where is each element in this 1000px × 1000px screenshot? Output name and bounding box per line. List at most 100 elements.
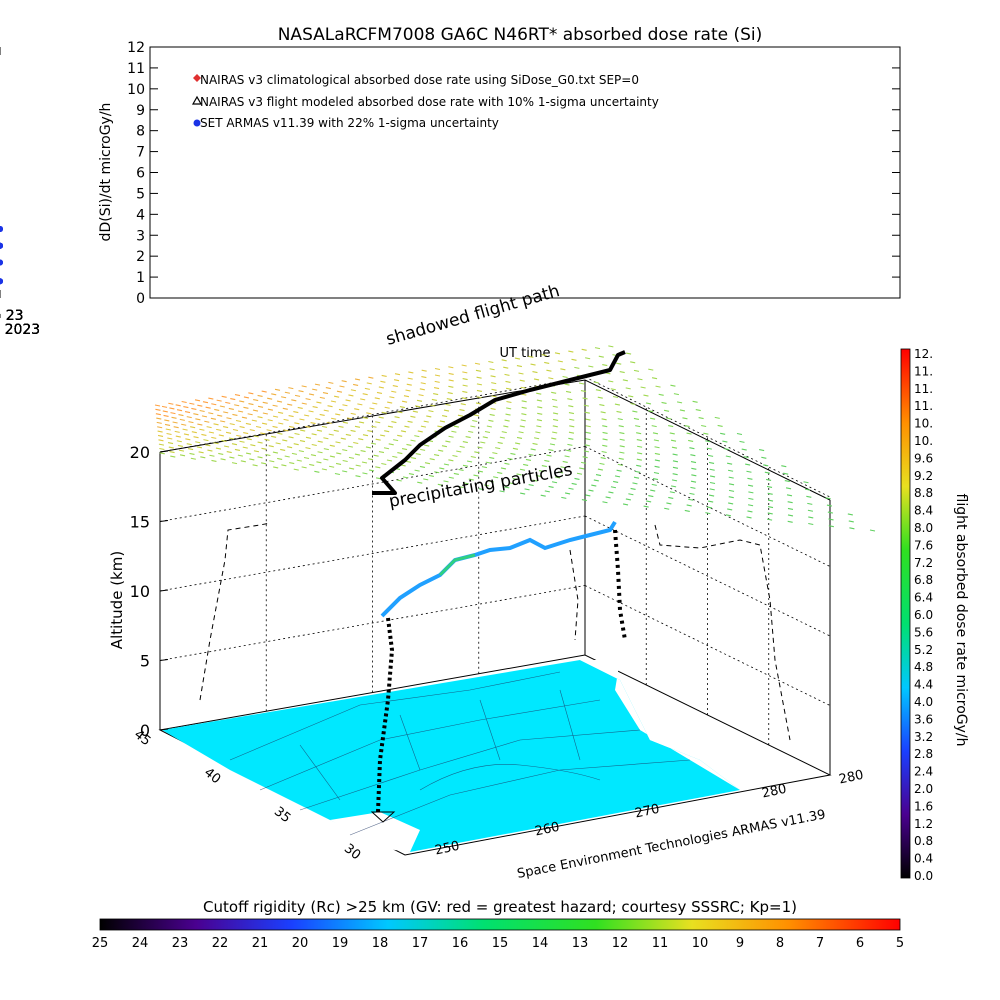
dose-rate-tick-label: 8.4 bbox=[914, 504, 933, 518]
particle-dash bbox=[477, 446, 483, 449]
particle-dash bbox=[407, 420, 413, 423]
dose-rate-tick-label: 10. bbox=[914, 434, 933, 448]
particle-dash bbox=[490, 375, 496, 378]
particle-dash bbox=[272, 415, 279, 418]
cutoff-rigidity-tick-label: 16 bbox=[452, 936, 469, 951]
grid-line-side bbox=[584, 376, 831, 498]
particle-dash bbox=[264, 438, 270, 441]
particle-dash bbox=[446, 398, 452, 401]
particle-dash bbox=[179, 418, 185, 421]
particle-dash bbox=[551, 437, 557, 440]
particle-dash bbox=[568, 412, 575, 415]
particle-dash bbox=[582, 397, 588, 400]
particle-dash bbox=[646, 500, 652, 503]
particle-dash bbox=[388, 443, 394, 446]
particle-dash bbox=[552, 418, 559, 422]
x-tick-label-date: Feb 23 bbox=[0, 308, 24, 324]
particle-dash bbox=[568, 437, 574, 440]
particle-dash bbox=[434, 380, 440, 383]
particle-dash bbox=[336, 390, 343, 393]
particle-dash bbox=[157, 430, 163, 433]
particle-dash bbox=[637, 378, 643, 381]
particle-dash bbox=[216, 428, 222, 431]
particle-dash bbox=[564, 383, 570, 386]
particle-dash bbox=[747, 484, 754, 487]
particle-dash bbox=[552, 405, 558, 408]
particle-dash bbox=[294, 432, 300, 436]
particle-dash bbox=[223, 426, 229, 429]
particle-dash bbox=[234, 404, 240, 407]
x-tick-label-date: Feb 23 bbox=[0, 308, 24, 324]
particle-dash bbox=[381, 411, 387, 414]
particle-dash bbox=[519, 425, 525, 428]
particle-dash bbox=[304, 414, 310, 417]
particle-dash bbox=[211, 459, 217, 462]
particle-dash bbox=[459, 408, 465, 412]
particle-dash bbox=[727, 508, 733, 511]
particle-dash bbox=[204, 420, 210, 423]
particle-dash bbox=[202, 401, 209, 404]
particle-dash bbox=[643, 394, 649, 397]
dose-rate-tick-label: 5.6 bbox=[914, 625, 933, 639]
particle-dash bbox=[746, 516, 752, 519]
particle-dash bbox=[215, 447, 222, 450]
particle-dash bbox=[567, 443, 573, 446]
particle-dash bbox=[705, 440, 711, 443]
particle-dash bbox=[308, 410, 314, 413]
particle-dash bbox=[827, 511, 833, 514]
particle-dash bbox=[339, 385, 345, 388]
particle-dash bbox=[475, 369, 482, 372]
particle-dash bbox=[536, 399, 543, 402]
particle-dash bbox=[506, 407, 512, 410]
dose-rate-tick-label: 11. bbox=[914, 382, 933, 396]
grid-lines bbox=[159, 376, 831, 745]
particle-dash bbox=[554, 352, 561, 355]
data-point-armas bbox=[0, 278, 3, 285]
cutoff-rigidity-tick-label: 21 bbox=[252, 936, 269, 951]
particle-dash bbox=[516, 365, 523, 368]
particle-dash bbox=[736, 432, 743, 436]
particle-dash bbox=[366, 412, 372, 415]
particle-dash bbox=[470, 425, 476, 428]
particle-dash bbox=[569, 425, 575, 428]
particle-dash bbox=[298, 390, 304, 393]
particle-dash bbox=[283, 418, 289, 421]
particle-dash bbox=[335, 413, 341, 416]
shadow-track-right-wall bbox=[569, 524, 791, 741]
cutoff-rigidity-gradient bbox=[99, 918, 901, 931]
particle-dash bbox=[781, 465, 787, 468]
particle-dash bbox=[668, 425, 674, 428]
particle-dash bbox=[252, 409, 259, 412]
particle-dash bbox=[159, 447, 165, 451]
particle-dash bbox=[468, 430, 474, 433]
particle-dash bbox=[406, 383, 412, 386]
cutoff-rigidity-tick-label: 12 bbox=[612, 936, 629, 951]
particle-dash bbox=[447, 391, 453, 395]
cutoff-rigidity-ticks: 25 24 23 22 21 20 19 18 17 16 15 14 13 12 11 10 9 8 7 6 5 bbox=[92, 936, 904, 951]
particle-dash bbox=[640, 386, 646, 389]
particle-dash bbox=[532, 442, 538, 445]
particle-dash bbox=[412, 410, 419, 413]
particle-dash bbox=[190, 457, 196, 460]
cutoff-rigidity-tick-label: 9 bbox=[736, 936, 744, 951]
particle-dash bbox=[437, 483, 443, 486]
particle-dash bbox=[378, 416, 384, 419]
particle-dash bbox=[309, 463, 315, 466]
particle-dash bbox=[651, 377, 658, 380]
particle-dash bbox=[237, 410, 244, 413]
particle-dash bbox=[321, 468, 328, 471]
particle-dash bbox=[574, 366, 580, 369]
legend-label: NAIRAS v3 flight modeled absorbed dose r… bbox=[200, 95, 659, 109]
particle-dash bbox=[169, 407, 175, 410]
latitude-tick-label: 30 bbox=[341, 841, 363, 863]
particle-dash bbox=[358, 438, 364, 441]
dose-rate-tick-label: 5.2 bbox=[914, 643, 933, 657]
particle-dash bbox=[176, 440, 182, 443]
particle-dash bbox=[481, 466, 488, 469]
particle-dash bbox=[651, 483, 657, 486]
particle-dash bbox=[504, 419, 510, 422]
particle-dash bbox=[345, 433, 351, 436]
particle-dash bbox=[231, 462, 238, 465]
particle-dash bbox=[457, 414, 464, 417]
particle-dash bbox=[503, 366, 509, 369]
